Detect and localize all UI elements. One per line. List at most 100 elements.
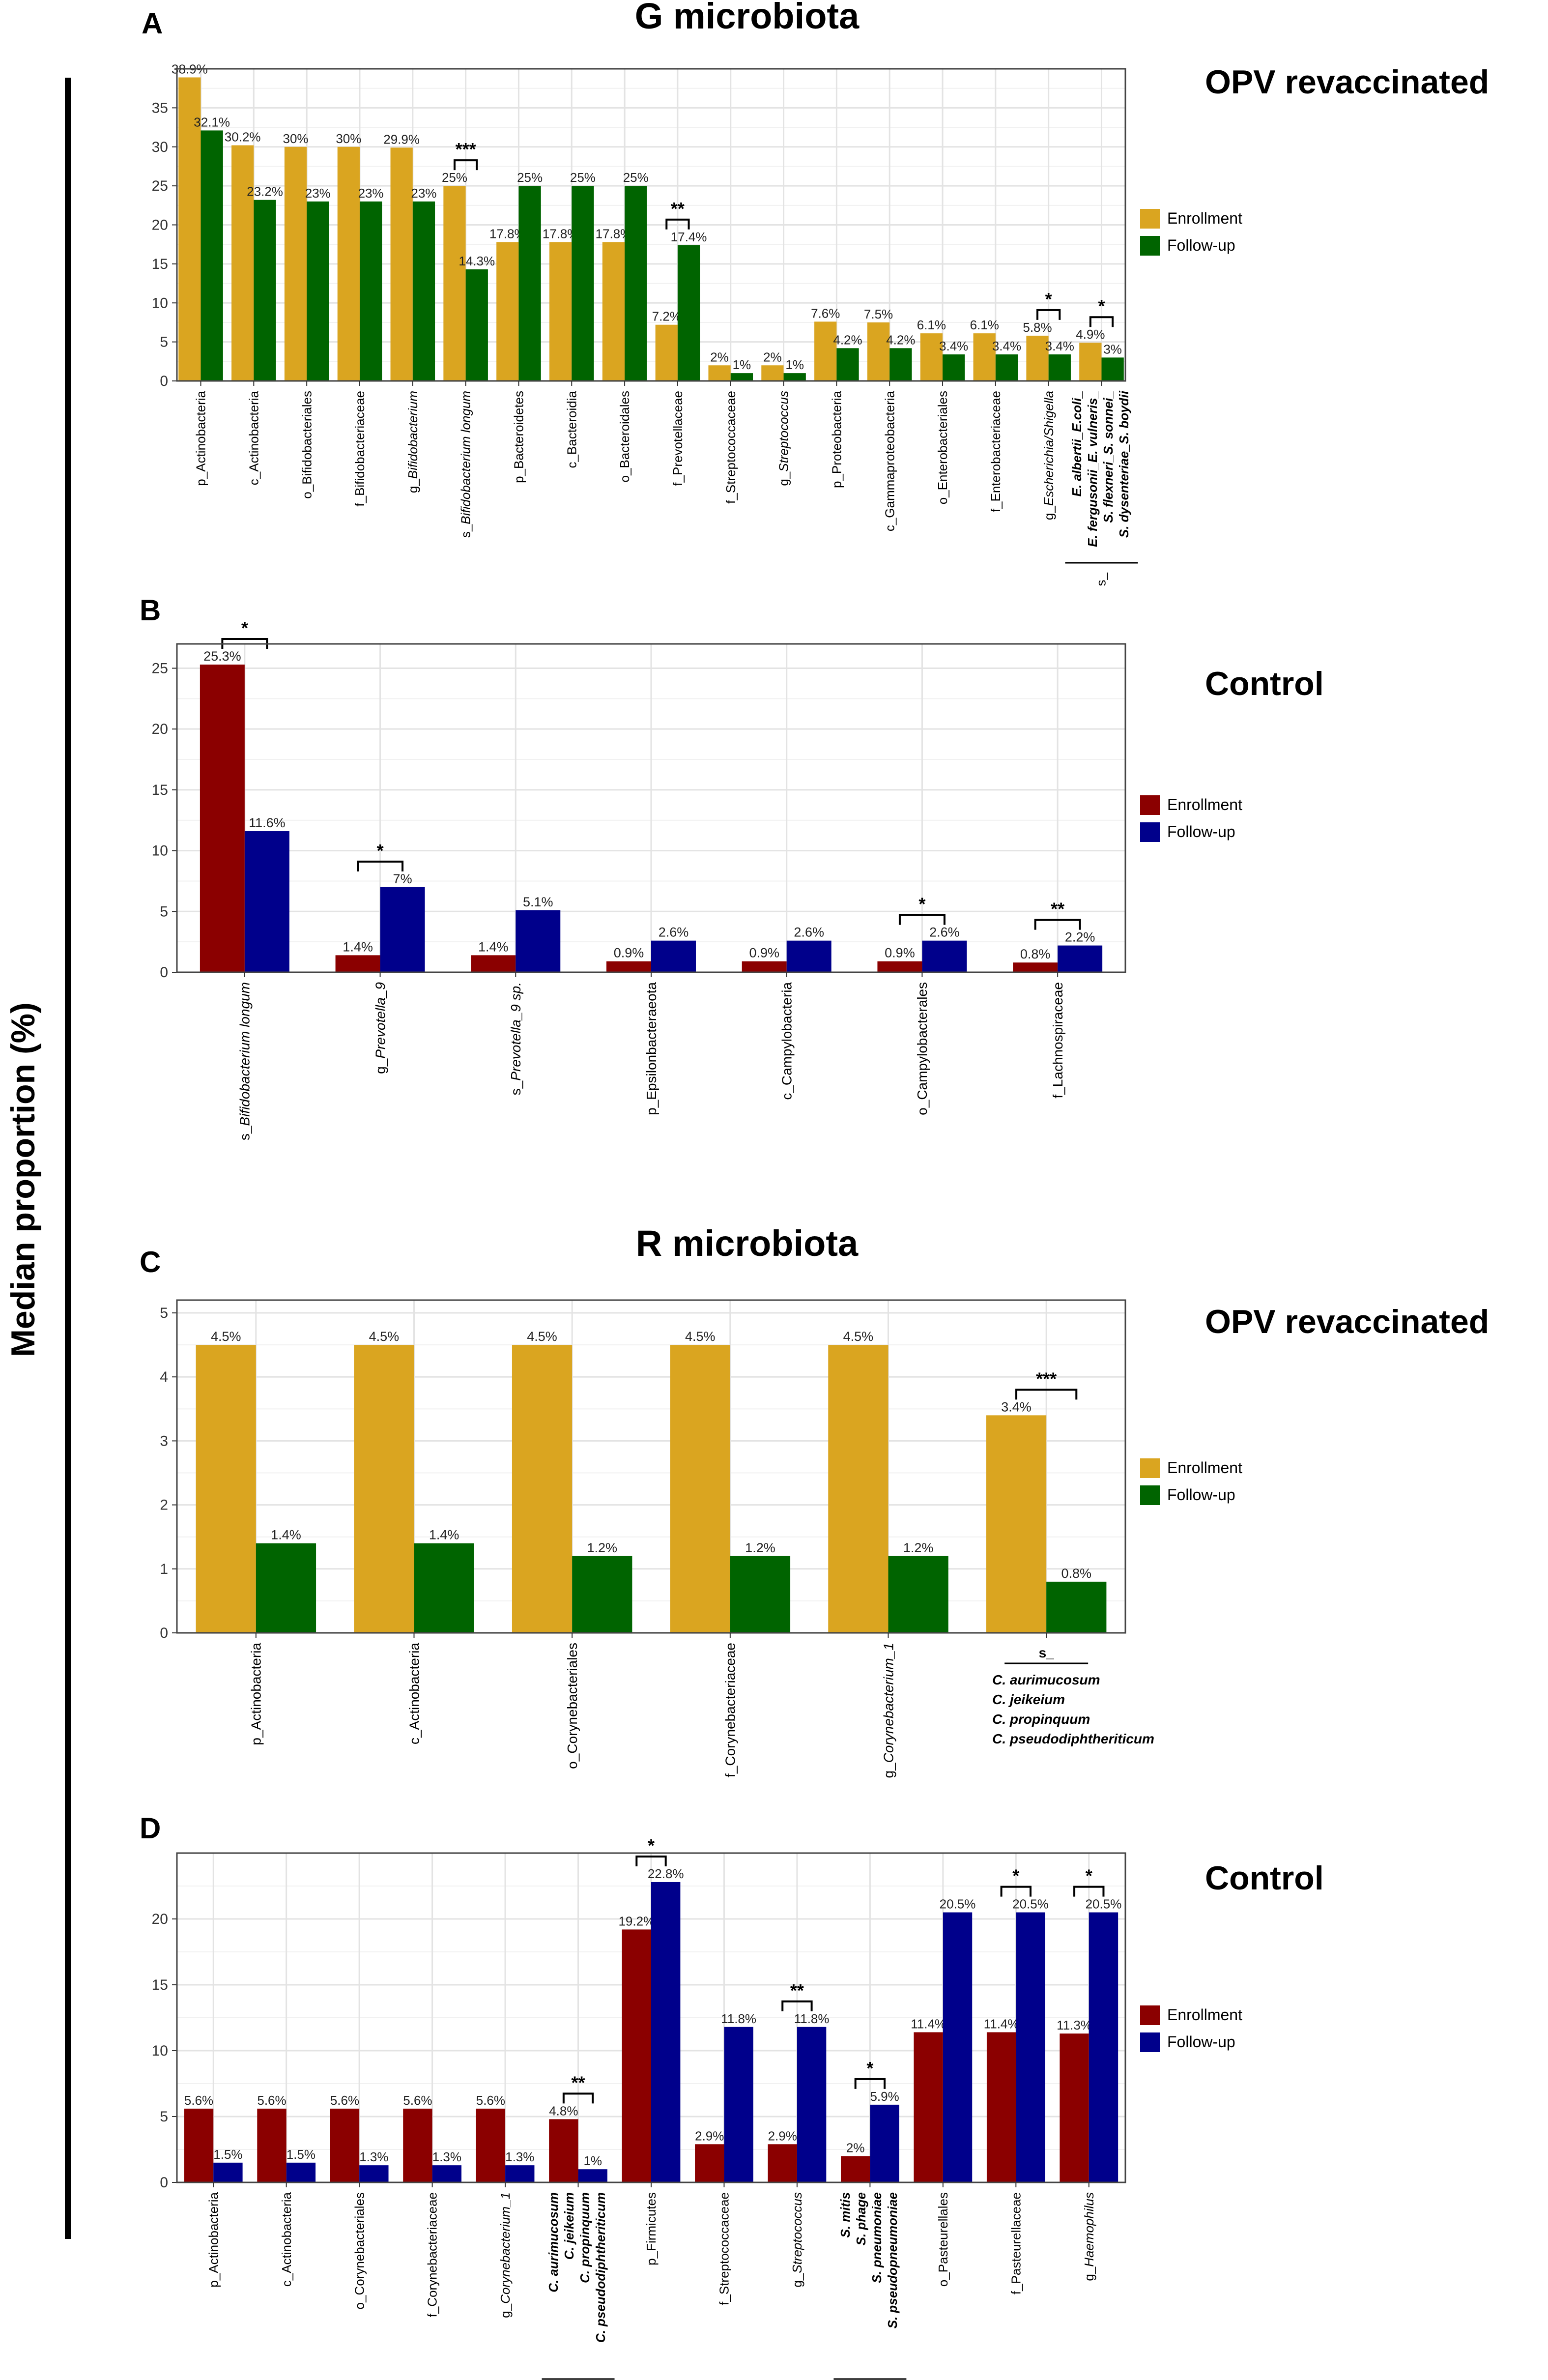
significance-stars: **	[671, 199, 685, 219]
x-category-label: p_Firmicutes	[644, 2192, 659, 2265]
data-label: 25%	[623, 170, 649, 185]
data-label: 5.6%	[184, 2093, 213, 2108]
x-label-species: S. mitis	[838, 2192, 853, 2237]
bar-enrollment	[1026, 335, 1049, 381]
y-tick-label: 4	[160, 1369, 168, 1385]
significance-stars: **	[790, 1980, 804, 2001]
x-category-label: g_Streptococcus	[790, 2192, 804, 2288]
bar-followup	[870, 2104, 899, 2182]
x-label-species: C. pseudodiphtheriticum	[593, 2192, 608, 2343]
panel-letter-a: A	[142, 7, 163, 40]
bar-followup	[889, 348, 912, 381]
group-title-b: Control	[1205, 665, 1324, 702]
bar-enrollment	[196, 1345, 256, 1633]
legend-swatch	[1140, 236, 1160, 256]
bar-enrollment	[828, 1345, 889, 1633]
y-tick-label: 5	[160, 1305, 168, 1321]
bar-followup	[943, 1912, 973, 2182]
bar-enrollment	[184, 2108, 214, 2182]
y-tick-label: 10	[152, 295, 168, 311]
data-label: 4.2%	[833, 332, 862, 347]
data-label: 1.3%	[432, 2149, 461, 2164]
legend-label: Enrollment	[1167, 1459, 1242, 1477]
y-tick-label: 0	[160, 373, 168, 389]
bar-enrollment	[231, 145, 254, 381]
bar-followup	[359, 2165, 389, 2182]
significance-stars: *	[1086, 1866, 1092, 1886]
data-label: 3.4%	[939, 339, 968, 353]
data-label: 17.4%	[671, 230, 707, 244]
data-label: 4.5%	[843, 1329, 874, 1344]
data-label: 25%	[570, 170, 596, 185]
bar-enrollment	[337, 146, 360, 381]
bar-followup	[888, 1556, 948, 1633]
x-category-label: f_Prevotellaceae	[670, 391, 685, 486]
data-label: 5.6%	[330, 2093, 359, 2108]
data-label: 11.4%	[984, 2016, 1019, 2031]
y-tick-label: 1	[160, 1561, 168, 1577]
bar-enrollment	[354, 1345, 414, 1633]
data-label: 5.6%	[403, 2093, 432, 2108]
significance-stars: *	[918, 894, 925, 914]
data-label: 30%	[283, 131, 308, 146]
data-label: 1%	[785, 357, 804, 372]
data-label: 4.5%	[685, 1329, 716, 1344]
significance-bracket	[854, 2078, 886, 2089]
x-label-species: C. propinquum	[577, 2192, 592, 2283]
y-tick-label: 20	[152, 217, 168, 233]
y-tick-label: 5	[160, 2109, 168, 2125]
y-tick-label: 3	[160, 1433, 168, 1449]
panel-letter-c: C	[140, 1246, 161, 1278]
bar-enrollment	[622, 1929, 651, 2182]
bar-enrollment	[867, 322, 890, 381]
x-category-label: c_Bacteroidia	[564, 390, 579, 468]
data-label: 5.6%	[476, 2093, 505, 2108]
data-label: 5.1%	[523, 895, 553, 909]
x-category-label: f_Corynebacteriaceae	[723, 1643, 738, 1777]
bar-enrollment	[1079, 343, 1102, 381]
data-label: 3%	[1103, 342, 1122, 356]
significance-bracket	[357, 860, 404, 871]
data-label: 1%	[583, 2153, 602, 2168]
bar-enrollment	[768, 2144, 797, 2182]
bar-enrollment	[443, 186, 466, 381]
data-label: 23%	[411, 186, 436, 201]
bar-followup	[359, 201, 382, 381]
significance-bracket	[1034, 919, 1081, 930]
bar-enrollment	[742, 961, 787, 972]
data-label: 29.9%	[383, 132, 420, 146]
y-tick-label: 25	[152, 660, 168, 676]
significance-stars: *	[1012, 1866, 1019, 1886]
y-tick-label: 2	[160, 1497, 168, 1513]
x-label-prefix: s_	[1093, 572, 1108, 586]
legend-label: Follow-up	[1167, 823, 1235, 841]
bar-followup	[201, 130, 223, 381]
bar-enrollment	[986, 2032, 1016, 2182]
data-label: 1.2%	[587, 1540, 618, 1555]
bar-enrollment	[549, 2119, 578, 2182]
x-label-species: C. pseudodiphtheriticum	[992, 1731, 1154, 1746]
x-category-label: f_Streptococcaceae	[723, 391, 738, 504]
bar-enrollment	[920, 333, 943, 381]
significance-stars: *	[1045, 289, 1052, 309]
bar-followup	[286, 2162, 316, 2182]
data-label: 1.2%	[745, 1540, 775, 1555]
x-category-label: g_Prevotella_9	[373, 982, 388, 1074]
significance-bracket	[453, 159, 478, 171]
group-title-c: OPV revaccinated	[1205, 1303, 1489, 1340]
x-label-species: E. albertii_E.coli_	[1069, 391, 1084, 496]
legend-label: Follow-up	[1167, 2033, 1235, 2051]
significance-stars: **	[572, 2072, 585, 2092]
y-tick-label: 10	[152, 843, 168, 859]
significance-bracket	[562, 2092, 594, 2104]
bar-followup	[730, 373, 753, 381]
data-label: 20.5%	[1012, 1897, 1049, 1912]
bar-enrollment	[1013, 962, 1058, 972]
data-label: 3.4%	[1001, 1399, 1032, 1414]
data-label: 32.1%	[194, 115, 230, 129]
data-label: 11.6%	[249, 815, 286, 830]
legend-swatch	[1140, 2032, 1160, 2052]
data-label: 2%	[710, 349, 729, 364]
